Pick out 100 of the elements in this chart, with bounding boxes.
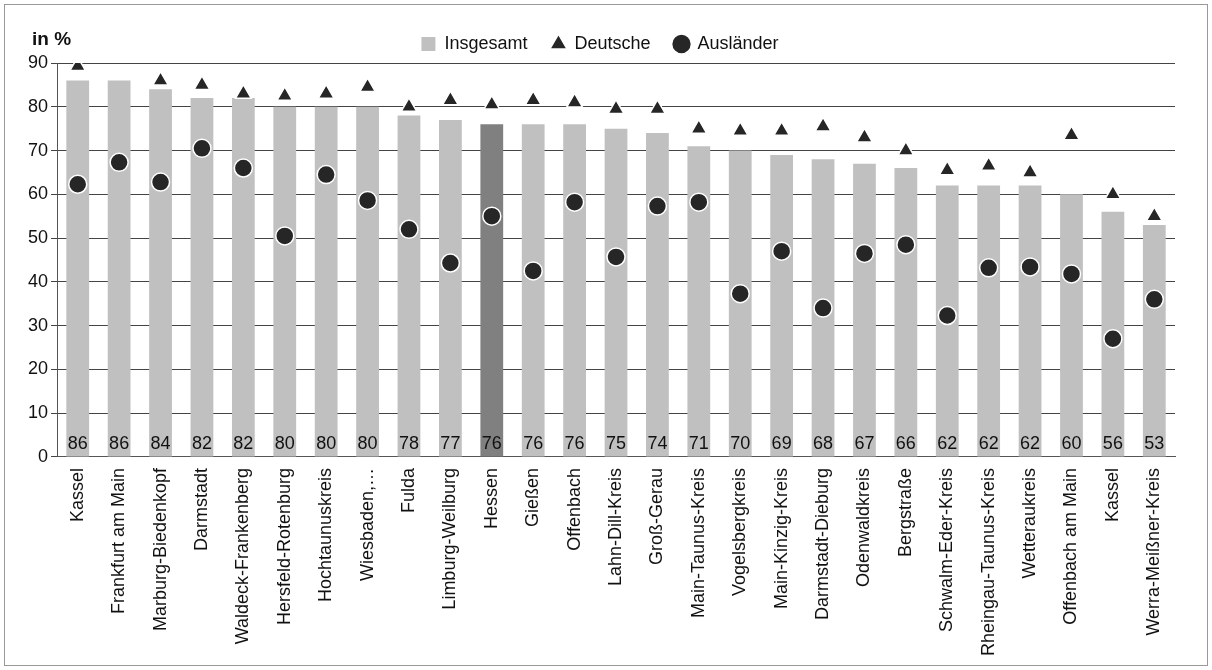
x-tick-label: Kassel: [1101, 467, 1122, 522]
x-tick-label: Fulda: [397, 466, 418, 513]
x-tick-label: Werra-Meißner-Kreis: [1143, 467, 1164, 636]
data-label: 62: [1020, 432, 1041, 453]
data-label: 76: [564, 432, 585, 453]
data-label: 66: [895, 432, 916, 453]
data-label: 80: [274, 432, 295, 453]
y-tick-label: 30: [27, 314, 49, 335]
bar: [770, 154, 794, 457]
data-label: 74: [647, 432, 668, 453]
data-label: 86: [109, 432, 130, 453]
x-tick-label: Odenwaldkreis: [853, 467, 874, 587]
x-tick-label: Waldeck-Frankenberg: [232, 467, 253, 645]
y-axis-title: in %: [32, 27, 72, 49]
point: [440, 253, 461, 273]
point: [896, 234, 916, 255]
data-label: 78: [398, 432, 419, 453]
point: [730, 283, 750, 304]
data-label: 80: [316, 432, 337, 453]
y-tick-label: 10: [27, 402, 49, 423]
bar: [480, 124, 504, 457]
point: [854, 243, 875, 264]
y-tick-label: 80: [27, 95, 49, 116]
x-tick-label: Offenbach am Main: [1060, 467, 1081, 625]
bar: [811, 159, 835, 457]
bar: [1101, 211, 1125, 457]
x-tick-label: Wiesbaden,…: [356, 467, 377, 581]
legend-label: Deutsche: [574, 32, 651, 53]
bar: [977, 185, 1001, 457]
point: [606, 247, 626, 267]
point: [1144, 289, 1165, 310]
point: [689, 192, 709, 212]
bar: [107, 80, 131, 457]
data-label: 80: [357, 432, 378, 453]
x-tick-label: Wetteraukreis: [1019, 467, 1040, 579]
point: [937, 305, 958, 326]
legend-label: Ausländer: [697, 32, 779, 53]
bar: [273, 106, 297, 457]
point: [316, 164, 336, 185]
y-tick-label: 90: [27, 51, 49, 72]
x-tick-label: Main-Taunus-Kreis: [687, 467, 708, 618]
x-tick-label: Vogelsbergkreis: [729, 467, 750, 596]
bar: [190, 98, 214, 457]
point: [523, 261, 543, 281]
x-tick-label: Gießen: [522, 467, 543, 527]
point: [150, 172, 171, 192]
point: [233, 158, 254, 178]
point: [67, 174, 88, 194]
y-tick-label: 50: [27, 227, 49, 248]
bar: [1060, 194, 1083, 457]
y-tick-label: 60: [27, 183, 49, 204]
point: [564, 192, 585, 212]
data-label: 71: [688, 432, 709, 453]
x-tick-label: Limburg-Weilburg: [439, 467, 460, 610]
point: [192, 138, 212, 159]
point: [524, 90, 542, 106]
data-label: 67: [854, 432, 875, 453]
point: [400, 97, 418, 113]
x-tick-label: Darmstadt: [190, 467, 211, 551]
bar: [646, 133, 669, 457]
x-tick-label: Schwalm-Eder-Kreis: [936, 467, 957, 632]
x-tick-label: Frankfurt am Main: [108, 467, 129, 614]
point: [771, 241, 792, 261]
point: [607, 99, 625, 115]
y-tick-label: 70: [27, 139, 49, 160]
point: [193, 75, 211, 91]
point: [482, 206, 502, 226]
data-label: 56: [1102, 432, 1123, 453]
bar: [356, 106, 379, 457]
bar: [231, 98, 255, 457]
x-tick-label: Main-Kinzig-Kreis: [770, 467, 791, 609]
bar: [66, 80, 90, 457]
x-tick-label: Kassel: [66, 467, 87, 522]
point: [813, 298, 833, 318]
x-tick-label: Hochtaunuskreis: [315, 467, 336, 602]
bar: [314, 106, 338, 457]
bar: [687, 146, 711, 457]
bar: [728, 150, 752, 457]
bar: [439, 119, 462, 457]
point: [938, 160, 956, 176]
x-tick-label: Marburg-Biedenkopf: [149, 466, 170, 631]
data-label: 62: [937, 432, 958, 453]
point: [1103, 328, 1123, 349]
point: [399, 219, 419, 240]
data-label: 62: [978, 432, 999, 453]
bar: [935, 185, 959, 457]
data-label: 75: [606, 432, 627, 453]
bar: [149, 89, 172, 457]
point: [647, 196, 668, 216]
bar: [853, 163, 876, 457]
bar: [894, 168, 918, 457]
bar: [1018, 185, 1042, 457]
bar: [397, 115, 421, 457]
point: [978, 258, 999, 278]
bar: [604, 128, 628, 457]
data-label: 84: [150, 432, 171, 453]
x-tick-label: Hessen: [480, 467, 501, 529]
x-tick-label: Hersfeld-Rotenburg: [273, 467, 294, 625]
point: [275, 226, 295, 246]
bar: [563, 124, 586, 457]
